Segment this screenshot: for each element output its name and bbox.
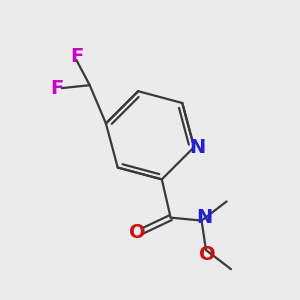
Text: O: O — [129, 223, 146, 242]
Text: N: N — [190, 138, 206, 157]
Text: N: N — [196, 208, 213, 227]
Text: F: F — [70, 47, 83, 66]
Text: O: O — [199, 245, 216, 264]
Text: F: F — [50, 79, 63, 98]
